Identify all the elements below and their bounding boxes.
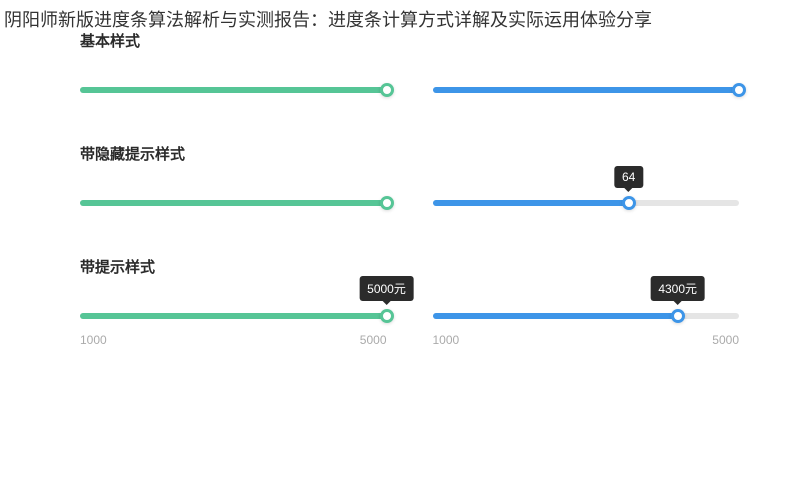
scale-max: 5000: [360, 333, 387, 347]
section-heading-hidden: 带隐藏提示样式: [80, 143, 739, 164]
slider-tooltip: 4300元: [650, 276, 705, 301]
slider-fill: [433, 87, 740, 93]
slider-tooltip: 5000元: [359, 276, 414, 301]
slider-track: 4300元: [433, 313, 740, 319]
scale-min: 1000: [80, 333, 107, 347]
slider-thumb[interactable]: [380, 196, 394, 210]
slider-basic-blue[interactable]: [433, 87, 740, 93]
slider-thumb[interactable]: [380, 83, 394, 97]
scale-max: 5000: [712, 333, 739, 347]
slider-track: [433, 87, 740, 93]
slider-fill: [80, 313, 387, 319]
slider-fill: [433, 313, 678, 319]
section-heading-tip: 带提示样式: [80, 256, 739, 277]
demo-area: 基本样式 带隐藏提示样式 64: [80, 30, 739, 347]
slider-fill: [433, 200, 629, 206]
slider-tip-blue[interactable]: 4300元 1000 5000: [433, 313, 740, 347]
slider-scale: 1000 5000: [80, 333, 387, 347]
slider-track: [80, 200, 387, 206]
slider-hidden-green[interactable]: [80, 200, 387, 206]
slider-scale: 1000 5000: [433, 333, 740, 347]
slider-tooltip: 64: [614, 166, 643, 188]
scale-min: 1000: [433, 333, 460, 347]
slider-fill: [80, 200, 387, 206]
slider-track: [80, 87, 387, 93]
slider-hidden-blue[interactable]: 64: [433, 200, 740, 206]
slider-thumb[interactable]: [622, 196, 636, 210]
slider-track: 64: [433, 200, 740, 206]
slider-basic-green[interactable]: [80, 87, 387, 93]
slider-row-tip: 5000元 1000 5000 4300元 1000 5000: [80, 313, 739, 347]
slider-track: 5000元: [80, 313, 387, 319]
slider-fill: [80, 87, 387, 93]
slider-row-basic: [80, 87, 739, 93]
slider-row-hidden: 64: [80, 200, 739, 206]
slider-thumb[interactable]: [671, 309, 685, 323]
slider-thumb[interactable]: [732, 83, 746, 97]
page-title: 阴阳师新版进度条算法解析与实测报告：进度条计算方式详解及实际运用体验分享: [0, 0, 809, 35]
slider-thumb[interactable]: [380, 309, 394, 323]
slider-tip-green[interactable]: 5000元 1000 5000: [80, 313, 387, 347]
